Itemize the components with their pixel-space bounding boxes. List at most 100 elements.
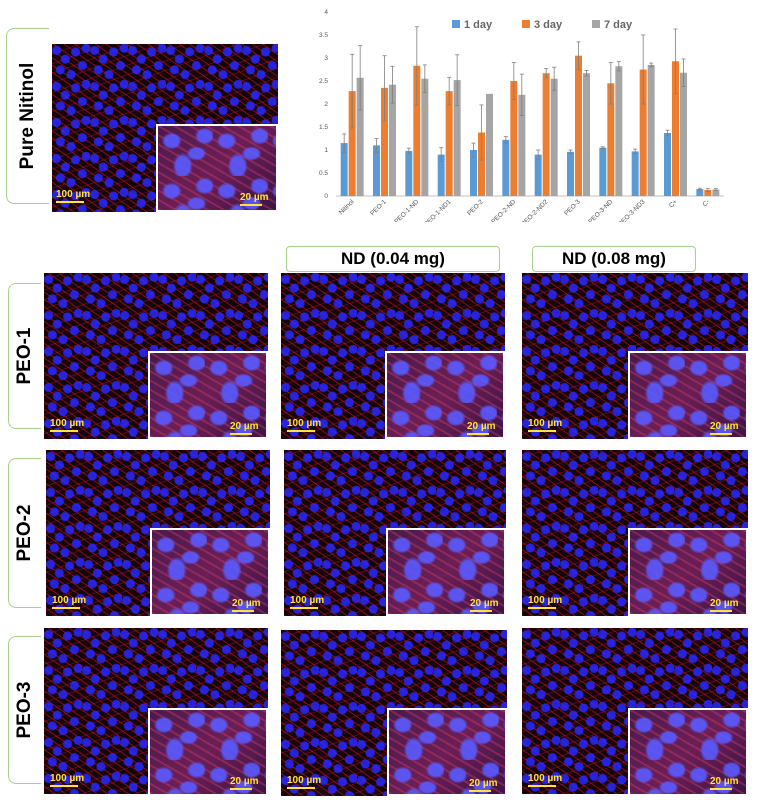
bar	[445, 91, 453, 196]
row-label-text: PEO-2	[14, 504, 35, 562]
x-tick-label: PEO-3-ND	[587, 198, 614, 222]
y-tick-label: 3	[324, 55, 328, 62]
x-tick-label: PEO-1	[369, 198, 388, 217]
bar	[567, 151, 574, 196]
scale-bar-small: 20 µm	[232, 598, 261, 612]
y-tick-label: 2.5	[319, 78, 328, 85]
legend-swatch	[522, 20, 530, 28]
scale-bar-large: 100 µm	[50, 773, 84, 787]
legend-swatch	[592, 20, 600, 28]
bar	[607, 83, 615, 196]
legend-label: 7 day	[604, 19, 633, 31]
bar	[647, 64, 655, 197]
bar	[575, 55, 582, 197]
scale-bar-large: 100 µm	[287, 775, 321, 789]
bar	[704, 190, 712, 196]
scale-bar-small: 20 µm	[710, 421, 739, 435]
micrograph-peo-3: 100 µm 20 µm	[44, 628, 268, 794]
bar	[680, 72, 687, 196]
scale-bar-small: 20 µm	[470, 598, 499, 612]
y-tick-label: 2	[324, 101, 328, 108]
y-tick-label: 1	[324, 147, 328, 154]
micrograph-peo-3-nd-004: 100 µm 20 µm	[281, 630, 507, 796]
scale-bar-small: 20 µm	[467, 421, 496, 435]
x-tick-label: PEO-2-ND2	[520, 198, 550, 222]
row-label-text: PEO-1	[14, 327, 35, 385]
row-label-text: Pure Nitinol	[17, 62, 38, 170]
legend-swatch	[452, 20, 460, 28]
micrograph-peo-1-nd-004: 100 µm 20 µm	[281, 273, 505, 439]
micrograph-inset	[156, 124, 278, 212]
y-tick-label: 4	[324, 9, 328, 16]
bar	[478, 132, 485, 196]
x-tick-label: PEO-1-ND	[393, 198, 420, 222]
bar	[696, 189, 704, 196]
micrograph-pure-nitinol: 100 µm 20 µm	[52, 44, 278, 212]
bar	[421, 78, 429, 196]
micrograph-peo-3-nd-008: 100 µm 20 µm	[522, 628, 748, 794]
scale-bar-large: 100 µm	[528, 595, 562, 609]
micrograph-peo-2: 100 µm 20 µm	[46, 450, 270, 616]
scale-bar-small: 20 µm	[230, 421, 259, 435]
bar	[583, 73, 590, 196]
x-tick-label: PEO-3-ND3	[617, 198, 647, 222]
x-tick-label: C-	[701, 198, 711, 208]
bar	[486, 93, 493, 196]
y-tick-label: 0.5	[319, 170, 328, 177]
bar	[542, 73, 550, 196]
scale-bar-large: 100 µm	[528, 773, 562, 787]
bar	[534, 154, 542, 196]
bar	[453, 80, 461, 196]
scale-bar-small: 20 µm	[240, 192, 269, 206]
scale-bar-small: 20 µm	[230, 776, 259, 790]
bar	[348, 91, 356, 196]
scale-bar-large: 100 µm	[56, 189, 90, 203]
row-label-pure-nitinol: Pure Nitinol	[6, 28, 49, 204]
row-label-text: PEO-3	[14, 681, 35, 739]
scale-bar-large: 100 µm	[528, 418, 562, 432]
micrograph-peo-2-nd-008: 100 µm 20 µm	[522, 450, 748, 616]
bar	[502, 139, 510, 196]
bar	[639, 69, 647, 196]
scale-bar-small: 20 µm	[469, 778, 498, 792]
bar	[340, 143, 348, 196]
bar	[510, 81, 518, 196]
x-tick-label: PEO-3	[563, 198, 582, 217]
bar	[373, 145, 380, 196]
row-label-peo-3: PEO-3	[8, 636, 41, 784]
column-header-nd-004: ND (0.04 mg)	[286, 246, 500, 272]
column-header-nd-008: ND (0.08 mg)	[532, 246, 696, 272]
bar	[550, 78, 558, 196]
scale-bar-large: 100 µm	[52, 595, 86, 609]
micrograph-peo-1-nd-008: 100 µm 20 µm	[522, 273, 748, 439]
micrograph-peo-2-nd-004: 100 µm 20 µm	[284, 450, 506, 616]
bar	[518, 94, 526, 196]
scale-bar-small: 20 µm	[710, 598, 739, 612]
x-tick-label: PEO-2	[466, 198, 485, 217]
bar	[356, 77, 364, 196]
scale-bar-large: 100 µm	[50, 418, 84, 432]
row-label-peo-2: PEO-2	[8, 458, 41, 608]
bar	[664, 132, 671, 196]
bar	[712, 189, 720, 196]
x-tick-label: C+	[668, 198, 679, 209]
scale-bar-large: 100 µm	[287, 418, 321, 432]
legend-label: 1 day	[464, 19, 493, 31]
scale-bar-small: 20 µm	[710, 776, 739, 790]
bar	[381, 87, 388, 196]
bar	[470, 150, 477, 196]
bar	[672, 61, 679, 196]
bar	[405, 150, 413, 196]
bar	[389, 84, 396, 196]
x-tick-label: Nitinol	[338, 198, 356, 216]
bar	[615, 66, 623, 196]
x-tick-label: PEO-2-ND	[490, 198, 517, 222]
y-tick-label: 3.5	[319, 32, 328, 39]
y-tick-label: 0	[324, 193, 328, 200]
legend-label: 3 day	[534, 19, 563, 31]
y-tick-label: 1.5	[319, 124, 328, 131]
x-tick-label: PEO-1-ND1	[423, 198, 453, 222]
row-label-peo-1: PEO-1	[8, 283, 41, 429]
bar	[413, 65, 421, 196]
